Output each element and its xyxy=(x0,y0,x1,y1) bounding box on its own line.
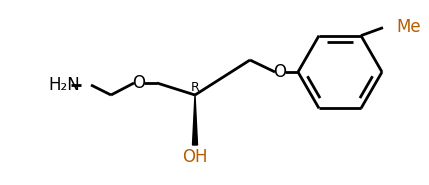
Text: O: O xyxy=(274,63,287,81)
Text: R: R xyxy=(190,80,199,93)
Text: Me: Me xyxy=(396,18,420,36)
Polygon shape xyxy=(193,95,197,145)
Text: OH: OH xyxy=(182,148,208,166)
Text: O: O xyxy=(133,74,145,92)
Text: H₂N: H₂N xyxy=(48,76,80,94)
